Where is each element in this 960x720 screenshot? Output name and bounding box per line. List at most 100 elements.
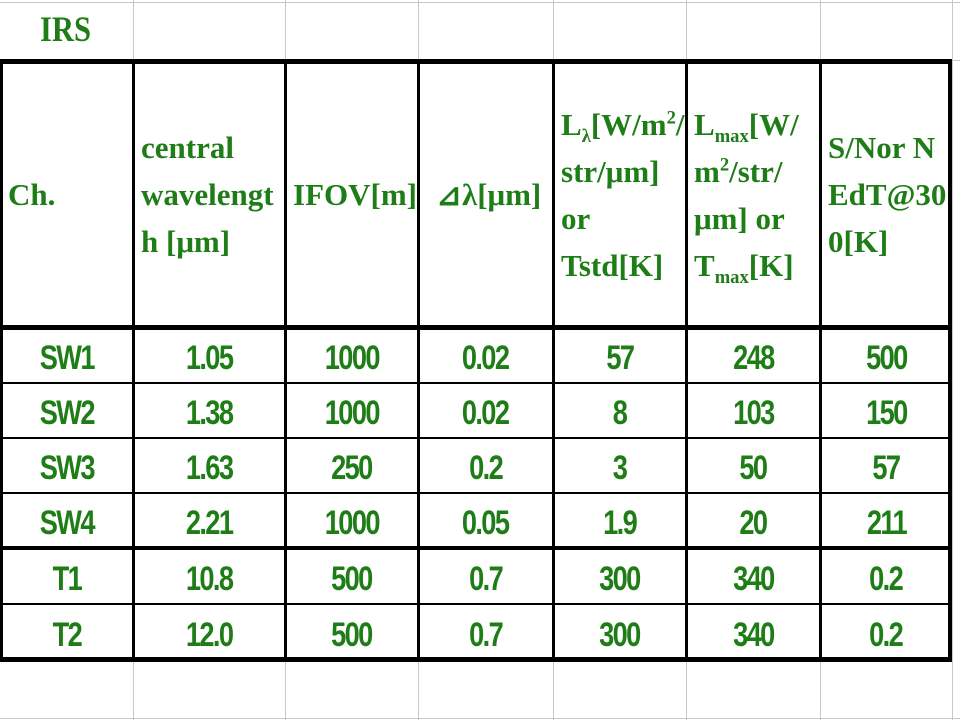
cell-text: 340 [732,559,775,598]
table-border [0,59,952,64]
column-border [552,62,555,660]
grid-line [0,2,960,3]
table-cell: 103 [686,387,820,440]
table-border [0,657,952,662]
table-cell: 12.0 [133,608,285,662]
table-cell: 1000 [285,331,418,385]
cell-text: SW3 [39,449,95,487]
table-cell: 1.9 [553,497,686,550]
cell-text: 57 [872,449,901,487]
cell-text: 1000 [324,394,380,432]
cell-text: 500 [865,338,908,377]
grid-line [0,718,960,719]
table-border [0,325,952,330]
table-border [948,59,952,661]
grid-line [952,0,953,720]
cell-text: SW1 [39,338,95,377]
table-cell: T1 [0,552,133,606]
table-cell: 0.02 [418,331,553,385]
cell-text: 0.7 [468,615,504,654]
table-cell: 10.8 [133,552,285,606]
table-cell: 1.05 [133,331,285,385]
header-superscript: 2 [719,154,730,176]
table-cell: 500 [820,331,952,385]
header-subscript: max [714,266,749,288]
cell-text: 500 [331,559,373,598]
header-text: [K] [748,247,794,283]
sheet-title: IRS [40,9,92,49]
cell-text: 340 [732,615,775,654]
header-cell: central wavelength [μm] [135,64,284,325]
cell-text: 50 [739,449,768,487]
table-cell: SW1 [0,331,133,385]
cell-text: 250 [331,449,373,487]
table-cell: 0.2 [418,442,553,495]
table-cell: 300 [553,608,686,662]
table-cell: 340 [686,608,820,662]
table-cell: 20 [686,497,820,550]
header-text: /str/μm] or Tstd[K] [561,106,685,283]
table-cell: 0.02 [418,387,553,440]
row-border [0,603,952,605]
cell-text: 0.02 [462,338,510,377]
header-subscript: max [714,125,749,147]
row-border [0,382,952,384]
table-cell: 0.2 [820,608,952,662]
table-cell: 1000 [285,387,418,440]
cell-text: 2.21 [185,504,234,542]
table-cell: SW4 [0,497,133,550]
cell-text: SW2 [39,394,95,432]
header-text: [W/m [694,106,799,189]
header-cell: Lλ[W/m2/str/μm] or Tstd[K] [555,64,685,325]
header-text: ⊿λ[μm] [436,177,542,212]
table-cell: 1000 [285,497,418,550]
cell-text: 500 [331,615,373,654]
table-cell: 300 [553,552,686,606]
column-border [284,62,287,660]
table-cell: 250 [285,442,418,495]
table-cell: 500 [285,552,418,606]
column-border [819,62,822,660]
header-cell: IFOV[m] [287,64,417,325]
column-border [132,62,135,660]
row-border [0,437,952,439]
table-cell: 8 [553,387,686,440]
cell-text: 0.02 [462,394,510,432]
cell-text: 10.8 [185,559,234,598]
header-cell: ⊿λ[μm] [420,64,552,325]
table-cell: 57 [553,331,686,385]
cell-text: 150 [865,394,908,432]
table-cell: 500 [285,608,418,662]
cell-text: 0.2 [869,615,904,654]
table-cell: 57 [820,442,952,495]
table-cell: 211 [820,497,952,550]
cell-text: 20 [739,504,768,542]
header-text: Ch. [8,177,56,212]
table-cell: 2.21 [133,497,285,550]
column-border [417,62,420,660]
cell-text: 211 [866,504,907,542]
table-cell: SW3 [0,442,133,495]
cell-text: 248 [732,338,775,377]
header-text: central wavelength [μm] [141,130,274,259]
cell-text: 12.0 [185,615,234,654]
cell-text: 1.05 [185,338,234,377]
table-cell: 150 [820,387,952,440]
table-cell: 50 [686,442,820,495]
cell-text: 103 [732,394,775,432]
table-cell: 0.05 [418,497,553,550]
header-cell: S/Nor NEdT@300[K] [822,64,951,325]
cell-text: 8 [612,394,628,432]
column-border [685,62,688,660]
cell-text: 1.38 [185,394,234,432]
table-cell: 248 [686,331,820,385]
cell-text: 0.2 [468,449,504,487]
table-cell: 1.63 [133,442,285,495]
table-cell: 0.7 [418,608,553,662]
header-cell: Ch. [2,64,132,325]
table-cell: 0.7 [418,552,553,606]
header-text: [W/m [590,106,667,142]
cell-text: 57 [605,338,635,377]
cell-text: 1000 [324,504,380,542]
